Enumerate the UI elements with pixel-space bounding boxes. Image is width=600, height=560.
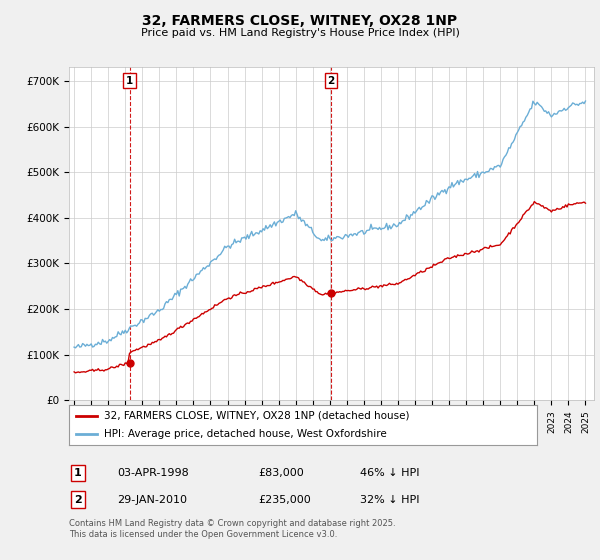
Text: £235,000: £235,000 xyxy=(258,494,311,505)
Text: 2: 2 xyxy=(328,76,335,86)
Text: 1: 1 xyxy=(74,468,82,478)
Text: 46% ↓ HPI: 46% ↓ HPI xyxy=(360,468,419,478)
Text: Contains HM Land Registry data © Crown copyright and database right 2025.
This d: Contains HM Land Registry data © Crown c… xyxy=(69,520,395,539)
Text: Price paid vs. HM Land Registry's House Price Index (HPI): Price paid vs. HM Land Registry's House … xyxy=(140,28,460,38)
Text: 03-APR-1998: 03-APR-1998 xyxy=(117,468,189,478)
Text: 2: 2 xyxy=(74,494,82,505)
Text: 29-JAN-2010: 29-JAN-2010 xyxy=(117,494,187,505)
Text: 32, FARMERS CLOSE, WITNEY, OX28 1NP (detached house): 32, FARMERS CLOSE, WITNEY, OX28 1NP (det… xyxy=(104,411,410,421)
Text: £83,000: £83,000 xyxy=(258,468,304,478)
Text: 32% ↓ HPI: 32% ↓ HPI xyxy=(360,494,419,505)
Text: 1: 1 xyxy=(126,76,133,86)
Text: HPI: Average price, detached house, West Oxfordshire: HPI: Average price, detached house, West… xyxy=(104,430,387,439)
Text: 32, FARMERS CLOSE, WITNEY, OX28 1NP: 32, FARMERS CLOSE, WITNEY, OX28 1NP xyxy=(142,14,458,28)
